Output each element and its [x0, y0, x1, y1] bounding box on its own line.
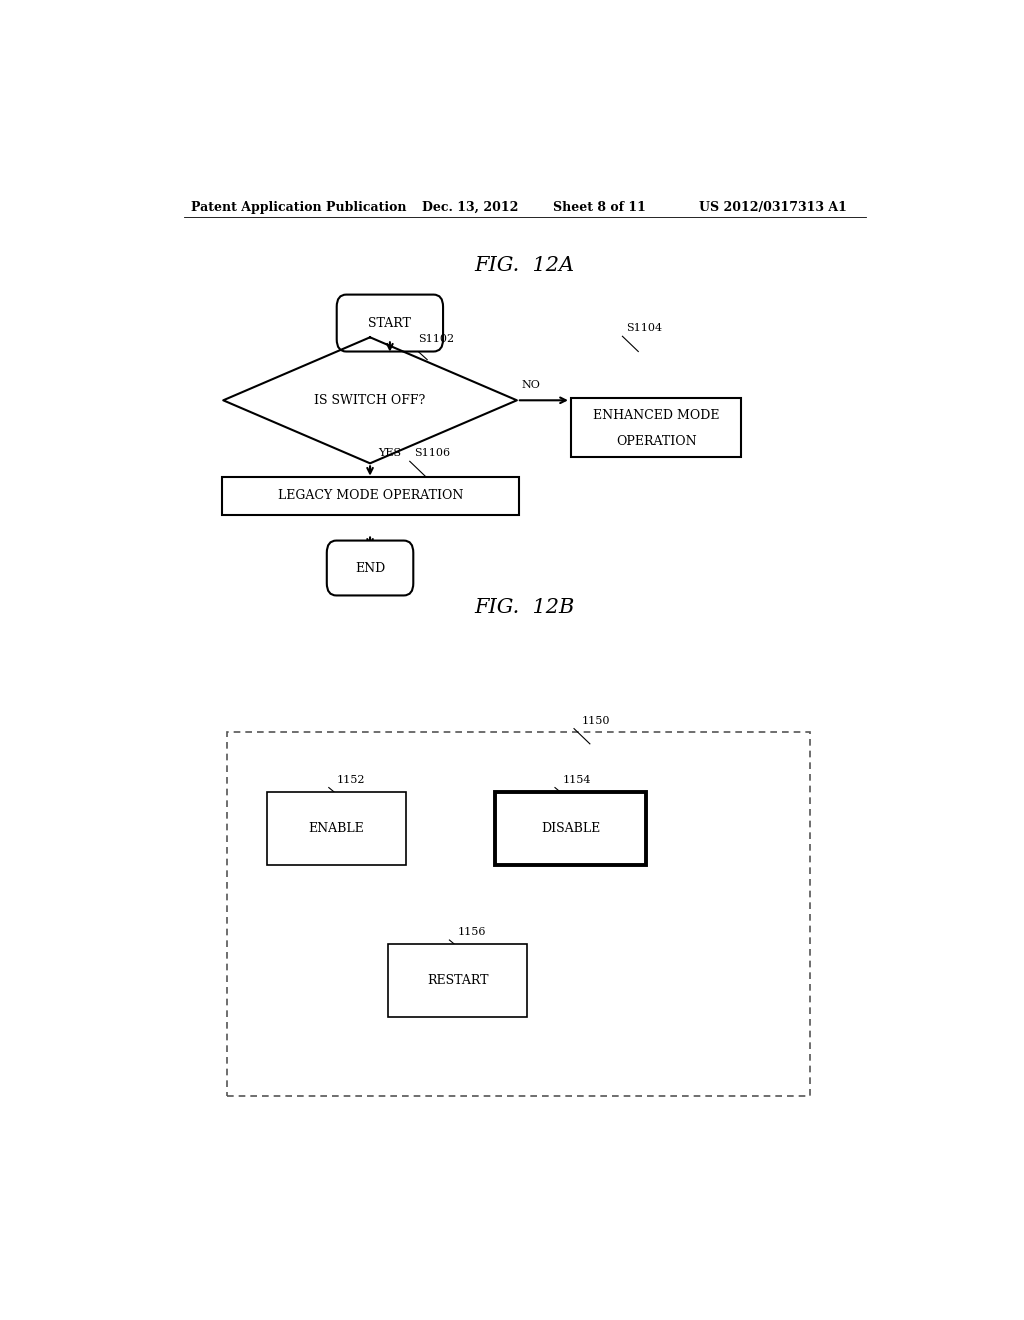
FancyBboxPatch shape	[327, 541, 414, 595]
Text: 1152: 1152	[337, 775, 366, 784]
Text: START: START	[369, 317, 412, 330]
FancyBboxPatch shape	[227, 731, 811, 1096]
FancyBboxPatch shape	[221, 477, 519, 515]
FancyBboxPatch shape	[570, 399, 741, 457]
Text: 1150: 1150	[582, 715, 610, 726]
FancyBboxPatch shape	[337, 294, 443, 351]
FancyBboxPatch shape	[388, 944, 527, 1018]
Text: S1104: S1104	[627, 323, 663, 333]
Text: S1106: S1106	[414, 449, 450, 458]
Text: YES: YES	[378, 449, 401, 458]
Text: END: END	[355, 561, 385, 574]
Text: 1156: 1156	[458, 927, 485, 937]
Text: FIG.  12A: FIG. 12A	[475, 256, 574, 275]
Text: Dec. 13, 2012: Dec. 13, 2012	[422, 201, 518, 214]
Text: ENHANCED MODE: ENHANCED MODE	[593, 409, 720, 422]
Text: ENABLE: ENABLE	[308, 822, 365, 834]
FancyBboxPatch shape	[267, 792, 406, 865]
Text: RESTART: RESTART	[427, 974, 488, 987]
Text: DISABLE: DISABLE	[542, 822, 600, 834]
Text: LEGACY MODE OPERATION: LEGACY MODE OPERATION	[278, 490, 463, 503]
Text: FIG.  12B: FIG. 12B	[474, 598, 575, 618]
Text: Sheet 8 of 11: Sheet 8 of 11	[553, 201, 645, 214]
Text: 1154: 1154	[563, 775, 592, 784]
Text: S1102: S1102	[418, 334, 454, 345]
Text: OPERATION: OPERATION	[615, 436, 696, 449]
FancyBboxPatch shape	[496, 792, 646, 865]
Text: Patent Application Publication: Patent Application Publication	[191, 201, 407, 214]
Text: NO: NO	[521, 380, 541, 391]
Text: US 2012/0317313 A1: US 2012/0317313 A1	[699, 201, 847, 214]
Text: IS SWITCH OFF?: IS SWITCH OFF?	[314, 393, 426, 407]
